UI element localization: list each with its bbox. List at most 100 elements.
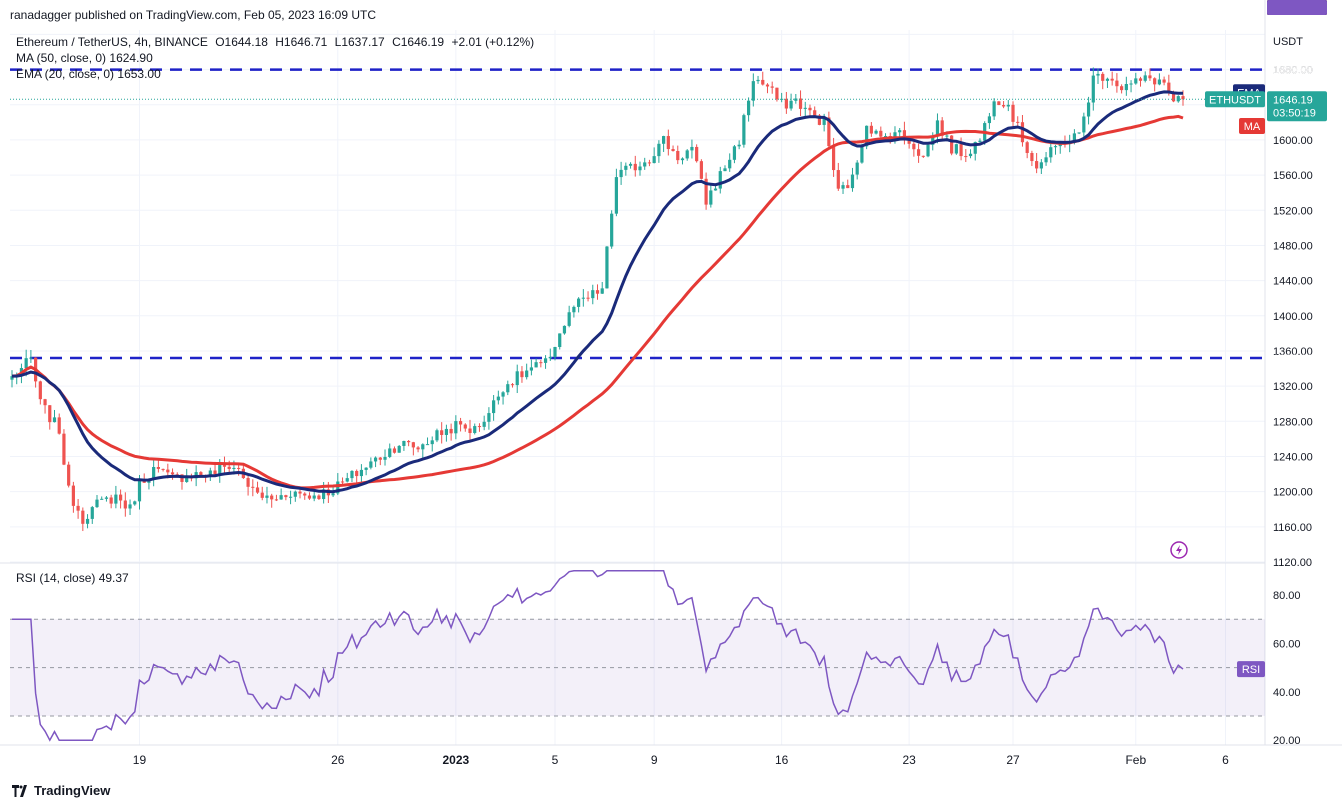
rsi-line[interactable] [12,570,1184,742]
time-tick-label: 19 [133,753,147,767]
candle-body [973,141,977,154]
ema-line[interactable] [12,90,1184,494]
rsi-value-badge-text: 49.37 [1273,664,1301,676]
time-tick-label: Feb [1125,753,1146,767]
price-tick-label: 1280.00 [1273,416,1313,428]
candle-body [841,185,845,189]
close-value: C1646.19 [392,35,445,49]
ema-indicator-label[interactable]: EMA (20, close, 0) [16,67,115,81]
chart-legend: Ethereum / TetherUS, 4h, BINANCE O1644.1… [16,34,538,82]
rsi-value-badge[interactable] [1267,0,1327,15]
candle-body [737,144,741,147]
ma-line[interactable] [11,114,1184,490]
candle-body [458,421,463,425]
candle-body [709,190,713,205]
candle-body [638,166,642,171]
candle-body [1020,122,1025,143]
countdown-text: 03:50:19 [1273,107,1316,119]
candle-body [997,101,1001,106]
candle-body [246,478,250,487]
candle-body [1143,75,1147,81]
rsi-legend: RSI (14, close) 49.37 [16,571,129,585]
ma-tag[interactable] [1239,118,1265,135]
candle-body [430,440,434,445]
price-tick-label: 1400.00 [1273,311,1313,323]
price-tick-label: 1680.00 [1273,65,1313,77]
candle-body [704,178,708,205]
price-tick-label: 1320.00 [1273,381,1313,393]
candle-body [411,442,415,448]
candle-body [114,494,118,504]
ma-indicator-label[interactable]: MA (50, close, 0) [16,51,107,65]
candle-body [29,357,33,359]
rsi-tick-label: 20.00 [1273,735,1301,747]
candle-body [813,110,817,116]
candle-body [581,297,585,299]
rsi-tag[interactable] [1237,661,1265,678]
candle-body [954,144,958,154]
candle-body [671,149,675,151]
price-tick-label: 1240.00 [1273,451,1313,463]
candle-body [303,493,307,496]
candle-body [959,144,963,157]
symbol-tag[interactable] [1205,91,1265,108]
candle-body [482,421,486,427]
candle-body [1115,80,1119,87]
candle-body [520,371,524,378]
time-tick-label: 16 [775,753,789,767]
candle-body [1129,83,1133,85]
rsi-indicator-label[interactable]: RSI (14, close) [16,571,96,585]
candle-body [52,417,57,423]
candle-body [43,399,47,406]
price-tick-label: 1200.00 [1273,487,1313,499]
candle-body [350,470,354,479]
candle-body [402,440,406,446]
candle-body [713,188,718,191]
support-price-badge-text: 1352.00 [1273,353,1313,365]
candle-body [931,136,935,145]
candle-body [71,485,75,506]
candle-body [1120,86,1124,91]
time-tick-label: 26 [331,753,345,767]
candle-body [24,358,28,369]
price-tick-label: 1160.00 [1273,522,1312,534]
footer-brand: TradingView [34,783,111,798]
candle-body [487,413,491,422]
candle-body [1134,78,1138,84]
rsi-tag-text: RSI [1242,664,1260,676]
candle-body [506,384,510,393]
rsi-indicator-value: 49.37 [98,571,129,585]
symbol-title[interactable]: Ethereum / TetherUS, 4h, BINANCE [16,35,208,49]
candle-body [48,405,52,423]
candle-body [624,165,628,170]
candle-body [1096,73,1100,76]
candle-body [893,132,897,141]
candle-body [1011,104,1015,122]
candle-body [397,445,401,453]
lightning-bolt-icon [1176,545,1182,555]
candle-body [1110,78,1114,81]
candle-body [510,384,515,386]
candle-body [817,115,822,125]
candle-body [765,84,770,87]
candle-body [81,510,85,524]
candle-body [794,98,798,101]
candle-body [10,376,14,380]
ema-indicator-value: 1653.00 [117,67,161,81]
candle-body [874,130,878,134]
candle-body [543,358,548,363]
candle-body [633,163,637,171]
candle-body [213,470,217,475]
candle-body [90,507,94,519]
candle-body [1171,93,1176,102]
time-tick-label: 6 [1222,753,1229,767]
candle-body [57,417,61,434]
candle-body [1167,82,1171,94]
tradingview-footer[interactable]: TradingView [12,783,110,798]
candle-body [383,456,387,460]
candle-body [208,470,212,477]
candle-body [1044,157,1048,163]
candle-body [218,465,222,475]
last-price-badge[interactable] [1267,91,1327,122]
